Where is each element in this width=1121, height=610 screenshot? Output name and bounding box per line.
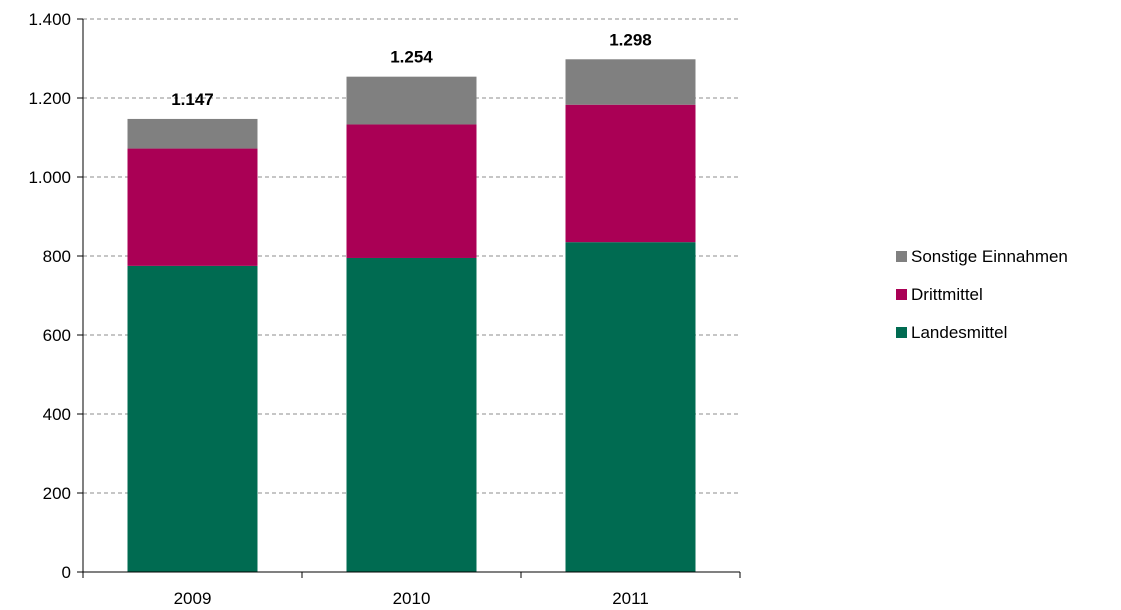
y-tick-label: 1.400: [28, 10, 71, 29]
x-tick-label: 2009: [174, 589, 212, 608]
bar-segment: [346, 76, 477, 125]
total-label: 1.254: [390, 48, 433, 67]
y-tick-label: 1.000: [28, 168, 71, 187]
bars: [127, 59, 696, 573]
total-label: 1.298: [609, 30, 652, 49]
y-tick-label: 200: [43, 484, 71, 503]
bar-segment: [346, 257, 477, 572]
bar-segment: [127, 148, 258, 266]
total-labels: 1.147 1.254 1.298: [171, 30, 652, 109]
y-tick-label: 0: [62, 563, 71, 582]
legend-label: Landesmittel: [911, 323, 1007, 342]
y-tick-label: 1.200: [28, 89, 71, 108]
y-tick-label: 800: [43, 247, 71, 266]
bar-segment: [127, 118, 258, 149]
x-tick-label: 2011: [612, 589, 649, 608]
y-tick-label: 600: [43, 326, 71, 345]
bar-segment: [565, 59, 696, 105]
x-axis-ticks: 2009 2010 2011: [82, 572, 741, 608]
legend-label: Drittmittel: [911, 285, 983, 304]
total-label: 1.147: [171, 90, 214, 109]
legend-label: Sonstige Einnahmen: [911, 247, 1068, 266]
bar-segment: [565, 104, 696, 243]
bar-segment: [565, 242, 696, 573]
legend: Sonstige Einnahmen Drittmittel Landesmitte…: [896, 247, 1068, 342]
y-tick-label: 400: [43, 405, 71, 424]
legend-swatch: [896, 251, 907, 262]
bar-segment: [127, 265, 258, 572]
legend-swatch: [896, 289, 907, 300]
x-tick-label: 2010: [393, 589, 431, 608]
legend-swatch: [896, 327, 907, 338]
axes: [82, 19, 740, 573]
y-axis-ticks: 0 200 400 600 800 1.000 1.200 1.400: [28, 10, 83, 582]
bar-segment: [346, 124, 477, 258]
